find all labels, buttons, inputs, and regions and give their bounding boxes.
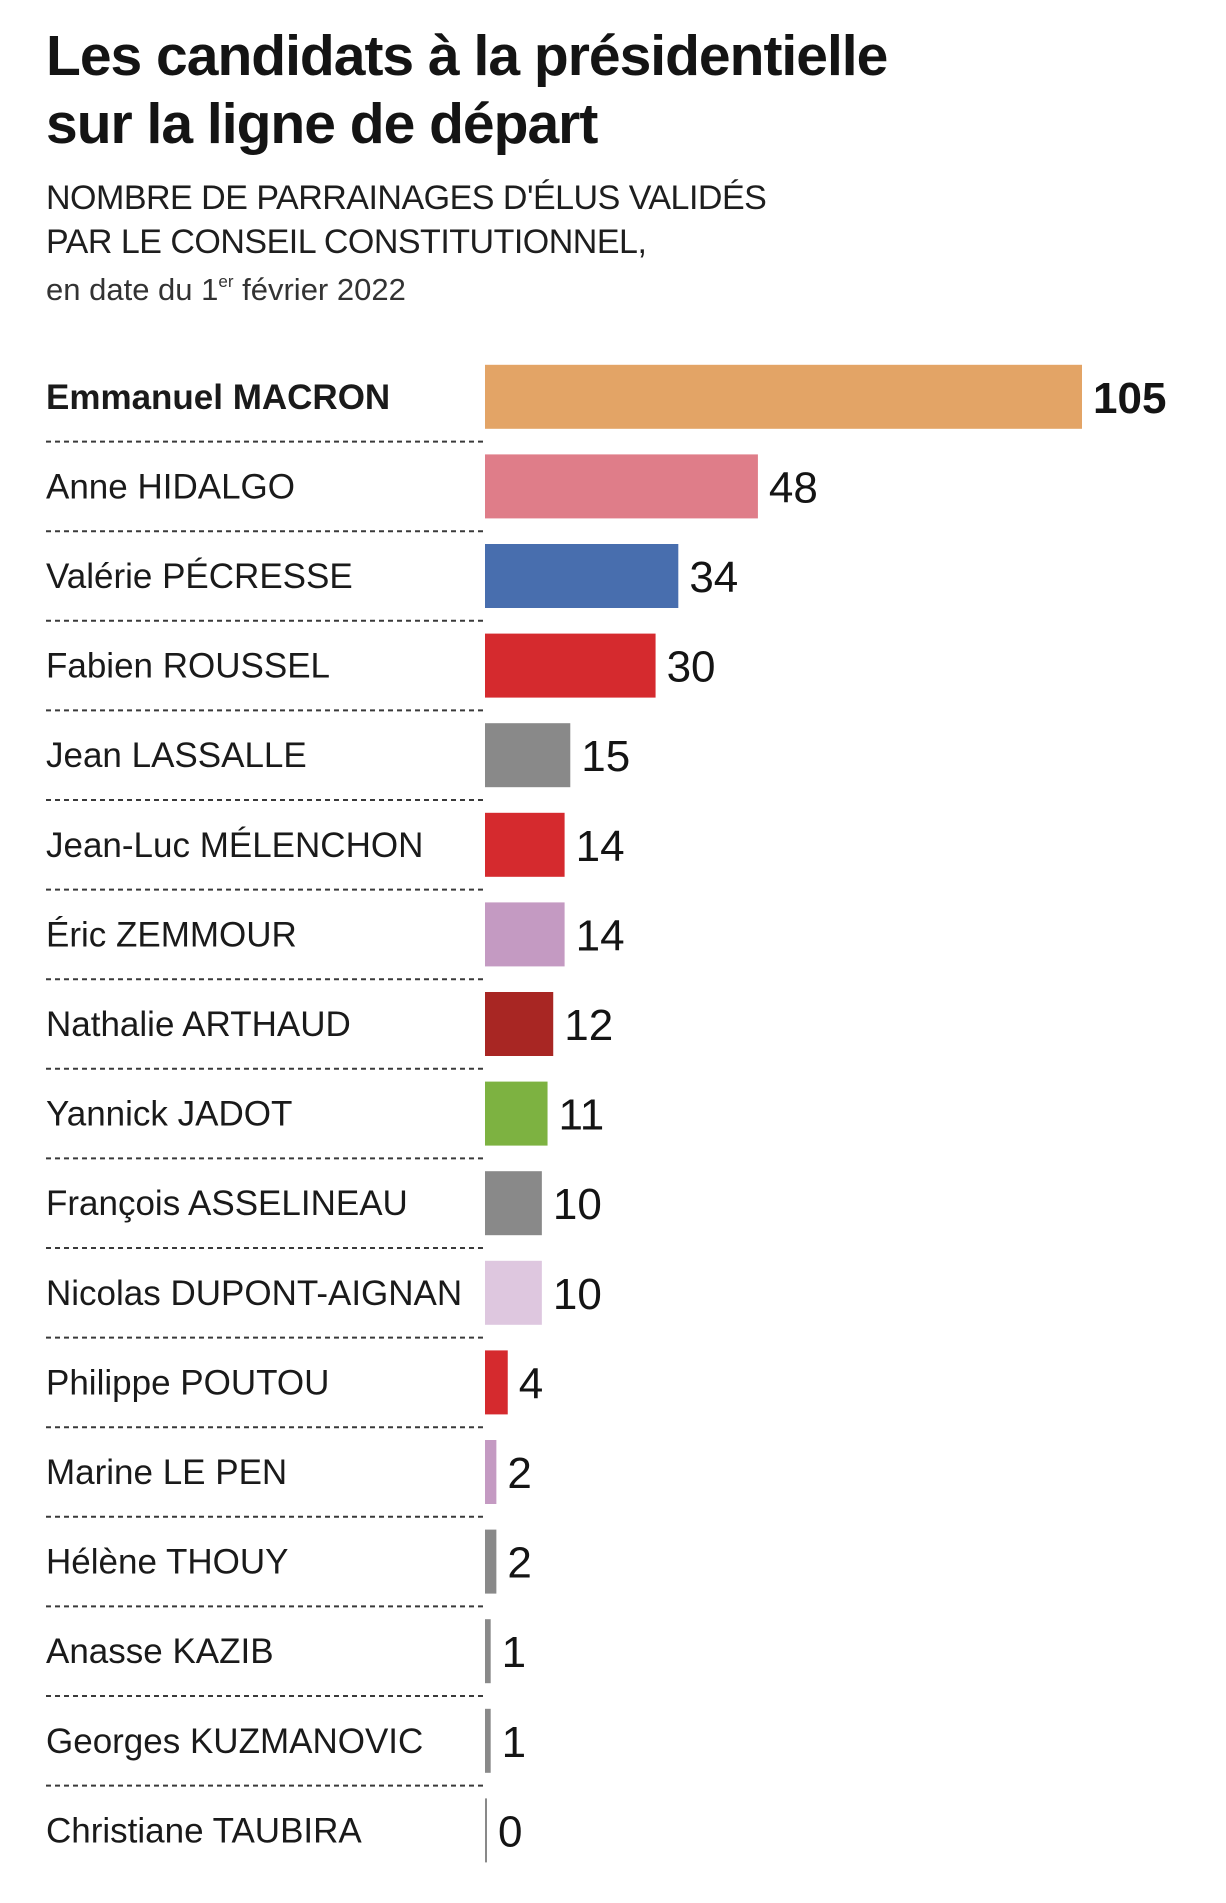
category-label-yannick-jadot: Yannick JADOT	[46, 1095, 292, 1134]
value-label-yannick-jadot: 11	[559, 1091, 605, 1140]
bar-philippe-poutou	[485, 1350, 508, 1415]
value-label-jean-lassalle: 15	[581, 732, 630, 781]
category-label-nicolas-dupont-aignan: Nicolas DUPONT-AIGNAN	[46, 1274, 462, 1313]
date-suffix: février 2022	[233, 272, 406, 307]
value-label-francois-asselineau: 10	[553, 1180, 602, 1229]
bar-nathalie-arthaud	[485, 992, 554, 1056]
date-ordinal-suffix: er	[218, 272, 234, 291]
bar-row-christiane-taubira: Christiane TAUBIRA 0	[46, 1798, 522, 1863]
bar-georges-kuzmanovic	[485, 1708, 491, 1773]
bar-row-francois-asselineau: François ASSELINEAU 10	[46, 1171, 602, 1249]
value-label-fabien-roussel: 30	[667, 643, 716, 692]
category-label-jean-luc-melenchon: Jean-Luc MÉLENCHON	[46, 826, 423, 865]
bar-row-eric-zemmour: Éric ZEMMOUR 14	[46, 902, 625, 981]
value-label-anne-hidalgo: 48	[769, 463, 818, 512]
value-label-nathalie-arthaud: 12	[564, 1001, 613, 1050]
value-label-valerie-pecresse: 34	[689, 553, 738, 602]
chart-title-line-2: sur la ligne de départ	[46, 92, 598, 156]
value-label-philippe-poutou: 4	[519, 1359, 543, 1408]
bar-fabien-roussel	[485, 633, 656, 698]
value-label-christiane-taubira: 0	[498, 1807, 522, 1856]
category-label-anasse-kazib: Anasse KAZIB	[46, 1632, 274, 1671]
bar-emmanuel-macron	[485, 364, 1082, 429]
category-label-christiane-taubira: Christiane TAUBIRA	[46, 1811, 362, 1850]
bar-francois-asselineau	[485, 1171, 542, 1236]
chart-subtitle-line-1: NOMBRE DE PARRAINAGES D'ÉLUS VALIDÉS	[46, 179, 767, 217]
chart-title: Les candidats à la présidentielle sur la…	[46, 22, 888, 158]
category-label-anne-hidalgo: Anne HIDALGO	[46, 467, 295, 506]
category-label-nathalie-arthaud: Nathalie ARTHAUD	[46, 1005, 351, 1044]
category-label-helene-thouy: Hélène THOUY	[46, 1543, 289, 1582]
category-label-georges-kuzmanovic: Georges KUZMANOVIC	[46, 1722, 423, 1761]
bar-row-georges-kuzmanovic: Georges KUZMANOVIC 1	[46, 1708, 526, 1787]
date-prefix: en date du 1	[46, 272, 219, 307]
bar-row-nicolas-dupont-aignan: Nicolas DUPONT-AIGNAN 10	[46, 1260, 602, 1339]
value-label-emmanuel-macron: 105	[1093, 374, 1166, 423]
bar-row-marine-le-pen: Marine LE PEN 2	[46, 1440, 532, 1518]
bar-valerie-pecresse	[485, 544, 679, 608]
chart-subtitle: NOMBRE DE PARRAINAGES D'ÉLUS VALIDÉS PAR…	[46, 176, 767, 264]
bar-row-anne-hidalgo: Anne HIDALGO 48	[46, 454, 818, 533]
bar-anne-hidalgo	[485, 454, 758, 519]
bar-nicolas-dupont-aignan	[485, 1260, 542, 1325]
bar-jean-luc-melenchon	[485, 812, 565, 877]
category-label-francois-asselineau: François ASSELINEAU	[46, 1184, 408, 1223]
bar-row-helene-thouy: Hélène THOUY 2	[46, 1529, 532, 1608]
chart-date-note: en date du 1er février 2022	[46, 270, 406, 310]
bar-row-jean-luc-melenchon: Jean-Luc MÉLENCHON 14	[46, 812, 625, 891]
category-label-jean-lassalle: Jean LASSALLE	[46, 736, 307, 775]
category-label-eric-zemmour: Éric ZEMMOUR	[46, 915, 297, 954]
category-label-emmanuel-macron: Emmanuel MACRON	[46, 378, 390, 417]
bar-helene-thouy	[485, 1529, 497, 1594]
bar-row-valerie-pecresse: Valérie PÉCRESSE 34	[46, 544, 738, 622]
value-label-anasse-kazib: 1	[502, 1628, 526, 1677]
value-label-nicolas-dupont-aignan: 10	[553, 1270, 602, 1319]
value-label-georges-kuzmanovic: 1	[502, 1718, 526, 1767]
category-label-fabien-roussel: Fabien ROUSSEL	[46, 647, 330, 686]
category-label-marine-le-pen: Marine LE PEN	[46, 1453, 287, 1492]
bar-row-fabien-roussel: Fabien ROUSSEL 30	[46, 633, 716, 712]
bar-row-anasse-kazib: Anasse KAZIB 1	[46, 1619, 526, 1697]
value-label-marine-le-pen: 2	[507, 1449, 531, 1498]
bar-row-yannick-jadot: Yannick JADOT 11	[46, 1081, 605, 1160]
bar-row-nathalie-arthaud: Nathalie ARTHAUD 12	[46, 992, 613, 1070]
bar-eric-zemmour	[485, 902, 565, 967]
chart-subtitle-line-2: PAR LE CONSEIL CONSTITUTIONNEL,	[46, 223, 647, 261]
category-label-philippe-poutou: Philippe POUTOU	[46, 1363, 329, 1402]
bar-marine-le-pen	[485, 1440, 497, 1504]
bar-yannick-jadot	[485, 1081, 548, 1146]
bar-anasse-kazib	[485, 1619, 491, 1684]
value-label-jean-luc-melenchon: 14	[576, 822, 625, 871]
bar-row-philippe-poutou: Philippe POUTOU 4	[46, 1350, 543, 1429]
value-label-eric-zemmour: 14	[576, 911, 625, 960]
chart-title-line-1: Les candidats à la présidentielle	[46, 24, 888, 88]
bar-row-jean-lassalle: Jean LASSALLE 15	[46, 723, 630, 801]
bar-row-emmanuel-macron: Emmanuel MACRON 105	[46, 364, 1166, 443]
value-label-helene-thouy: 2	[507, 1539, 531, 1588]
category-label-valerie-pecresse: Valérie PÉCRESSE	[46, 557, 353, 596]
bar-jean-lassalle	[485, 723, 571, 788]
